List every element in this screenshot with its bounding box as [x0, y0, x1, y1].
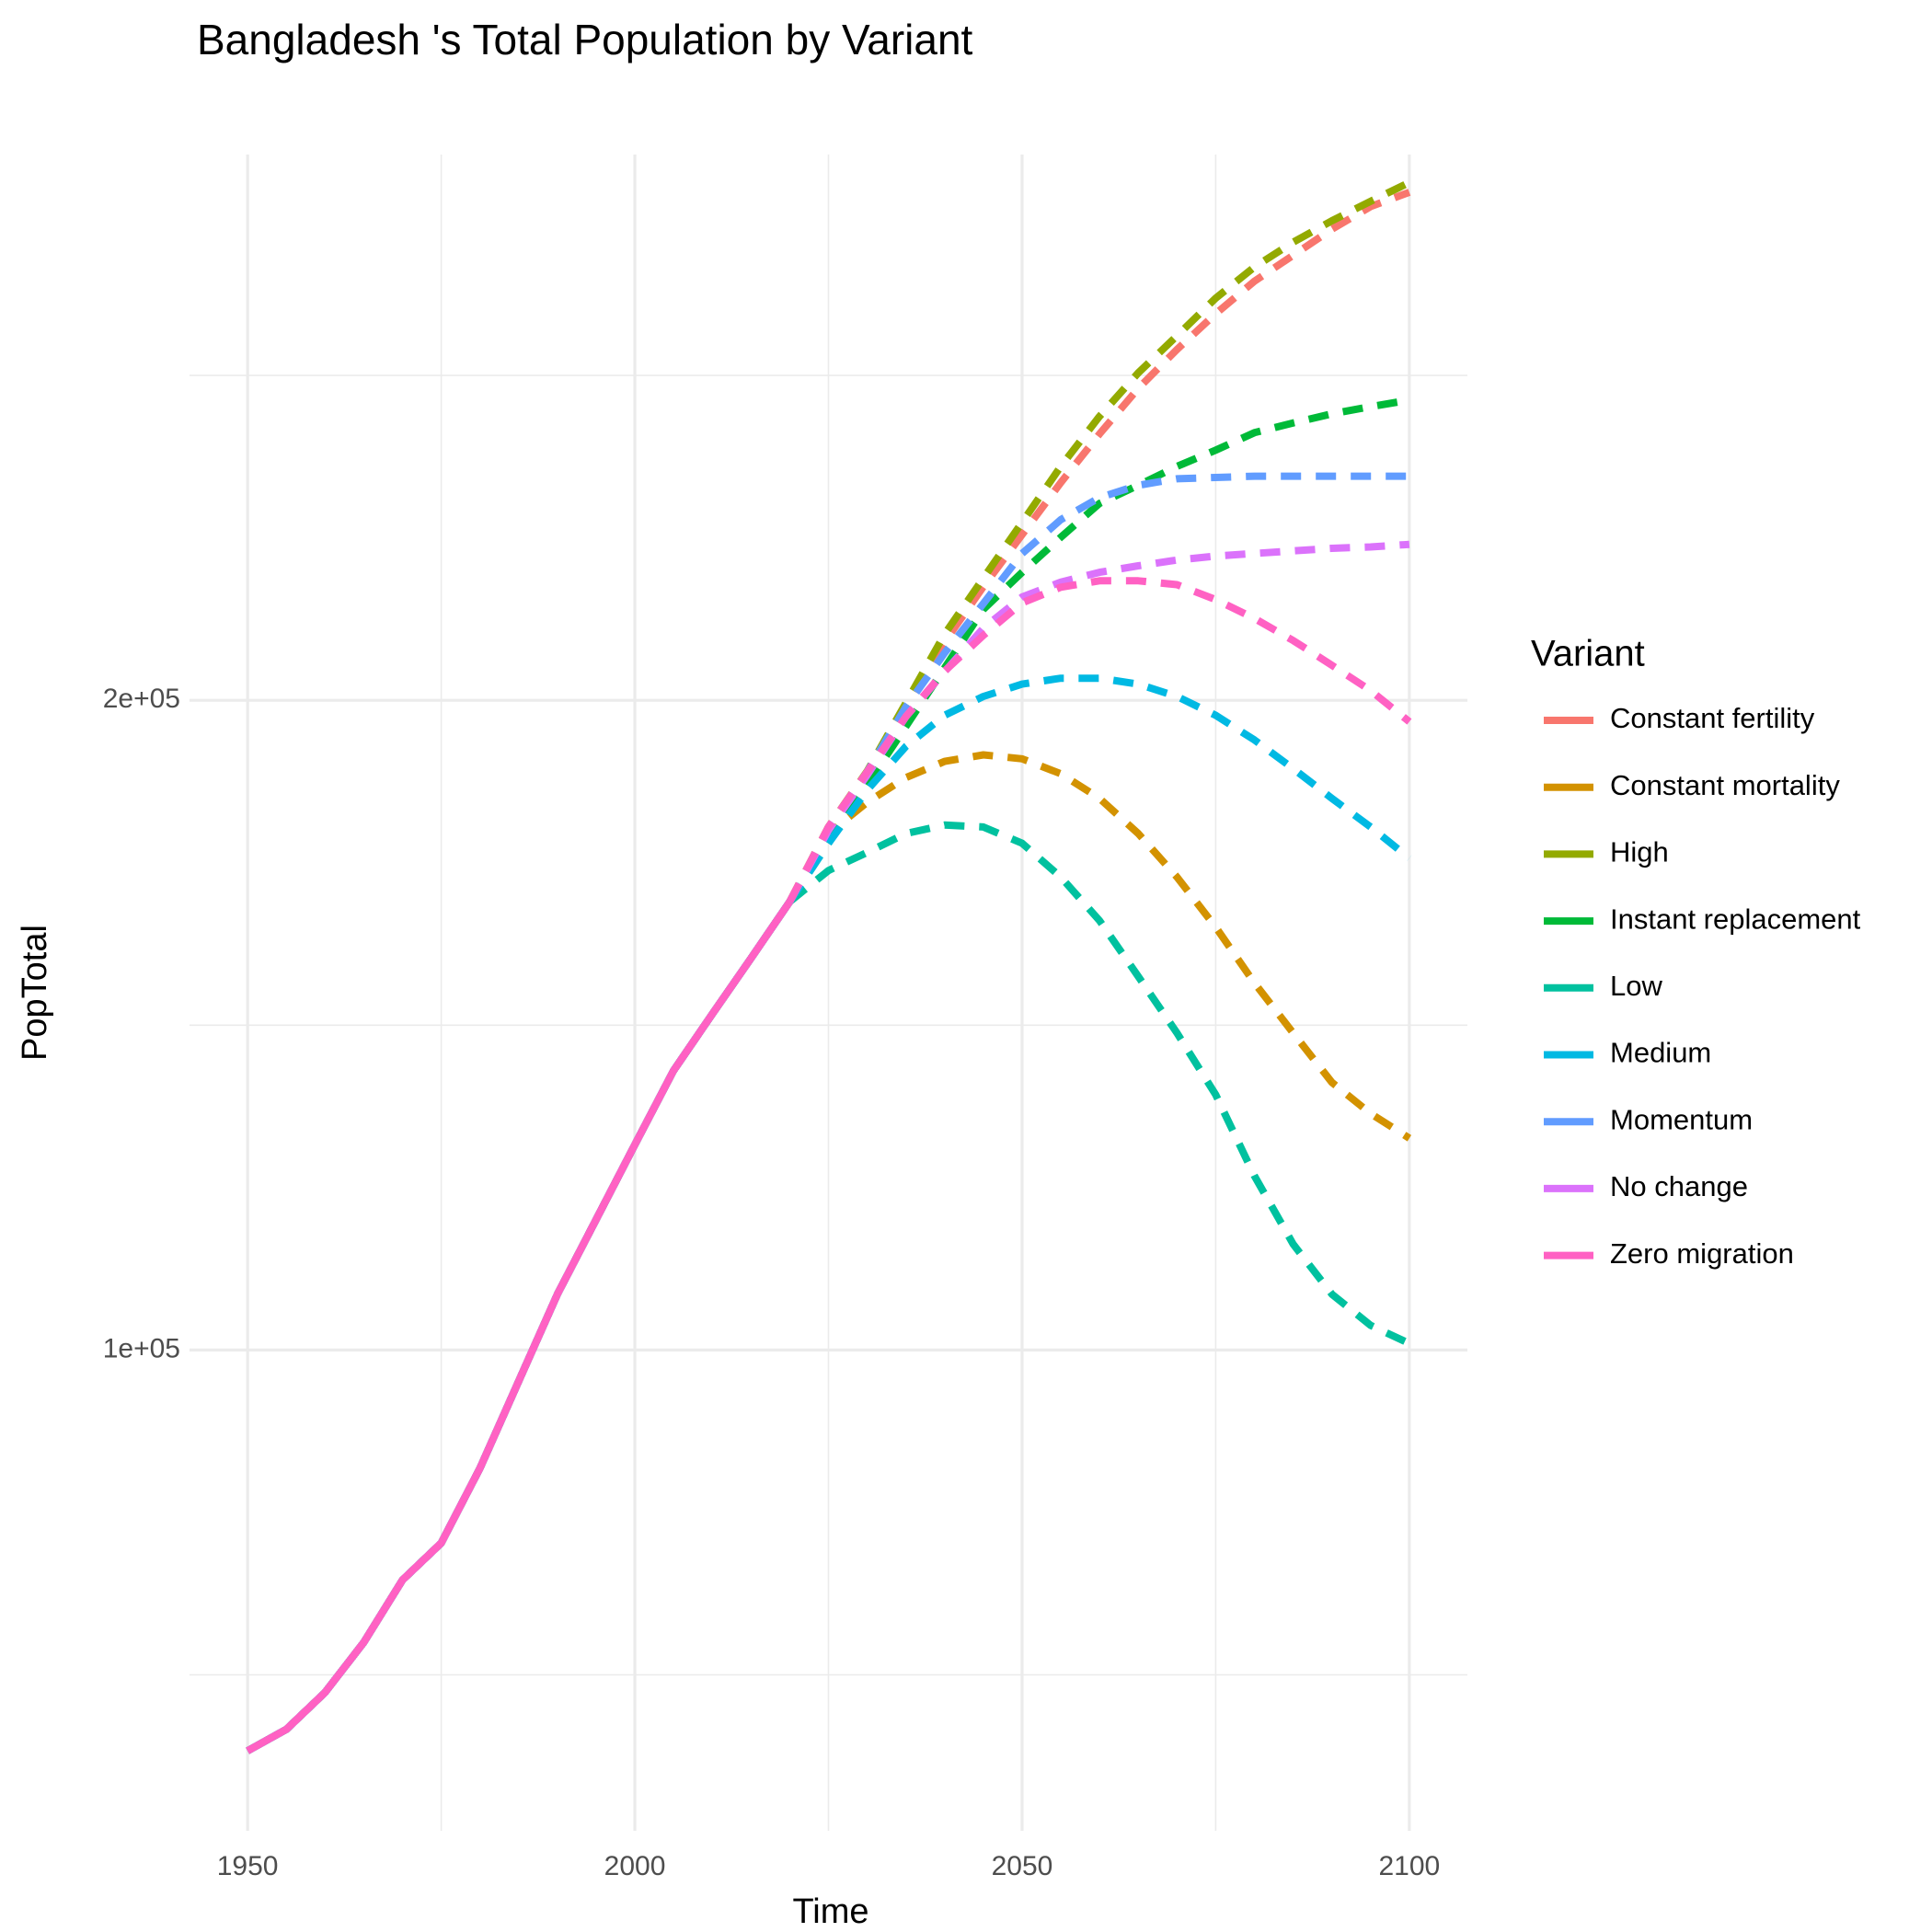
legend-label: Medium — [1610, 1037, 1711, 1069]
legend-title: Variant — [1531, 634, 1645, 674]
line-history — [246, 899, 793, 1754]
x-tick-label: 2050 — [992, 1851, 1053, 1881]
x-tick-label: 2100 — [1378, 1851, 1440, 1881]
x-tick-label: 2000 — [604, 1851, 666, 1881]
y-tick-label: 2e+05 — [103, 684, 180, 714]
y-tick-label: 1e+05 — [103, 1333, 180, 1363]
line-history — [246, 899, 793, 1754]
line-projection — [786, 178, 1411, 903]
line-projection — [787, 396, 1410, 904]
line-history — [246, 899, 793, 1754]
x-axis-label: Time — [792, 1892, 868, 1931]
legend-label: Low — [1610, 970, 1662, 1002]
line-projection — [786, 189, 1411, 903]
y-axis-label: PopTotal — [16, 925, 54, 1061]
line-history — [246, 899, 793, 1754]
line-projection — [787, 821, 1411, 1347]
legend-label: High — [1610, 836, 1669, 868]
line-projection — [786, 751, 1412, 1142]
line-history — [246, 899, 793, 1754]
line-projection — [787, 674, 1412, 904]
legend-label: Instant replacement — [1610, 903, 1861, 935]
legend-label: Zero migration — [1610, 1237, 1794, 1270]
line-history — [246, 899, 793, 1754]
legend-label: Constant fertility — [1610, 702, 1815, 734]
line-history — [246, 899, 793, 1754]
line-history — [246, 899, 793, 1754]
line-history — [246, 899, 793, 1754]
legend-label: No change — [1610, 1170, 1748, 1202]
legend-label: Momentum — [1610, 1103, 1753, 1135]
line-projection — [786, 472, 1409, 904]
chart-title: Bangladesh 's Total Population by Varian… — [197, 16, 973, 63]
x-tick-label: 1950 — [217, 1851, 279, 1881]
legend-label: Constant mortality — [1610, 769, 1840, 801]
line-projection — [786, 577, 1412, 903]
line-projection — [786, 540, 1410, 904]
